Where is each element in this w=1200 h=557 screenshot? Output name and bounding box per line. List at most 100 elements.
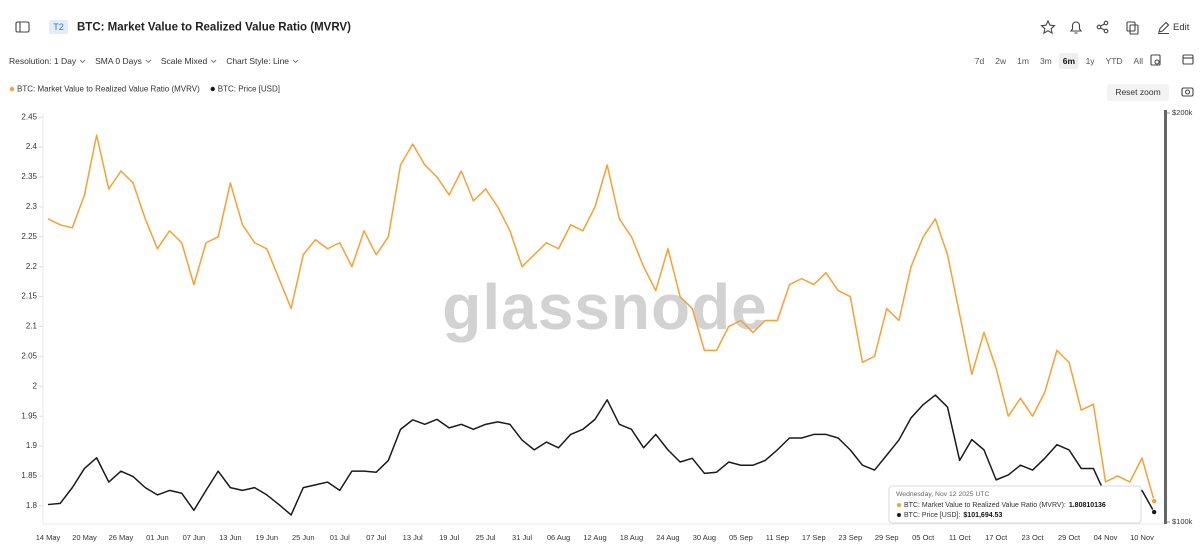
x-tick-label: 13 Jul [403, 533, 423, 542]
y-tick-label: 1.8 [26, 501, 38, 510]
range-button[interactable]: YTD [1106, 56, 1123, 66]
legend-dot [9, 86, 15, 92]
tooltip-dot [897, 513, 901, 517]
icon [1158, 21, 1170, 35]
range-button[interactable]: 7d [975, 56, 985, 66]
range-label: 1m [1017, 56, 1029, 66]
x-tick-label: 31 Jul [512, 533, 532, 542]
series-line [47, 394, 1155, 516]
tooltip-label: BTC: Market Value to Realized Value Rati… [904, 502, 1066, 509]
screenshot-button[interactable] [1181, 87, 1194, 97]
range-button[interactable]: All [1134, 56, 1144, 66]
range-label: 2w [995, 56, 1007, 66]
range-selected-bg [1058, 53, 1079, 69]
x-tick-label: 17 Sep [802, 533, 826, 542]
range-label: 6m [1063, 56, 1076, 66]
hover-point [1151, 509, 1158, 516]
favorite-button[interactable] [1040, 19, 1056, 35]
x-tick-label: 07 Jul [366, 533, 386, 542]
icon [1040, 19, 1056, 35]
y-tick-label: 2.1 [26, 322, 38, 331]
toolbar-option[interactable]: Scale Mixed [161, 56, 217, 66]
toolbar-option[interactable]: Chart Style: Line [226, 56, 299, 66]
icon [1181, 87, 1194, 97]
toolbar-option[interactable]: Resolution: 1 Day [9, 56, 86, 66]
range-button[interactable]: 3m [1040, 56, 1052, 66]
y-tick-label: 2.25 [21, 232, 37, 241]
reset-zoom-button[interactable]: Reset zoom [1107, 84, 1169, 101]
chevron [79, 59, 86, 64]
range-label: All [1134, 56, 1144, 66]
tooltip-title: Wednesday, Nov 12 2025 UTC [896, 491, 990, 498]
y2-tick-label: $100k [1172, 517, 1193, 526]
x-tick-label: 19 Jun [256, 533, 279, 542]
y-tick-label: 2.45 [21, 112, 37, 121]
x-tick-label: 01 Jun [146, 533, 169, 542]
button-label: Reset zoom [1115, 87, 1160, 97]
badge: T2 [53, 22, 64, 32]
x-tick-label: 12 Aug [583, 533, 606, 542]
edit-button[interactable]: Edit [1158, 21, 1190, 35]
y-tick-label: 2 [33, 381, 38, 390]
tooltip-value: $101,694.53 [963, 512, 1002, 519]
x-tick-label: 20 May [72, 533, 97, 542]
chevron [292, 59, 299, 64]
x-tick-label: 24 Aug [656, 533, 679, 542]
icon [1069, 21, 1083, 34]
hover-point [1151, 498, 1158, 505]
sidebar-toggle[interactable] [15, 21, 30, 33]
icon [1126, 21, 1136, 32]
toolbar-option[interactable]: SMA 0 Days [95, 56, 152, 66]
y-tick-label: 2.35 [21, 172, 37, 181]
x-tick-label: 11 Sep [766, 533, 789, 542]
x-tick-label: 26 May [109, 533, 134, 542]
copy-button[interactable] [1126, 21, 1139, 35]
y-tick-label: 2.2 [26, 262, 38, 271]
range-button[interactable]: 1m [1017, 56, 1029, 66]
calendar-button[interactable] [1182, 54, 1194, 65]
icon [1100, 23, 1105, 31]
option-label: SMA 0 Days [95, 56, 142, 66]
icon [1096, 24, 1102, 30]
chart-title: BTC: Market Value to Realized Value Rati… [77, 22, 351, 34]
x-tick-label: 04 Nov [1094, 533, 1118, 542]
legend-label: BTC: Price [USD] [218, 85, 280, 94]
x-tick-label: 17 Oct [985, 533, 1008, 542]
right-axis-bar [1164, 110, 1167, 524]
legend-item[interactable]: BTC: Price [USD] [210, 85, 280, 94]
x-tick-label: 05 Oct [912, 533, 935, 542]
x-tick-label: 11 Oct [949, 533, 971, 542]
share-button[interactable] [1096, 20, 1109, 34]
badge-bg [49, 20, 68, 34]
button-bg [1107, 84, 1169, 101]
range-button[interactable]: 1y [1086, 56, 1096, 66]
alert-button[interactable] [1069, 21, 1083, 34]
legend-item[interactable]: BTC: Market Value to Realized Value Rati… [9, 85, 200, 94]
y-tick-label: 1.9 [26, 441, 38, 450]
x-tick-label: 25 Jul [476, 533, 496, 542]
x-tick-label: 14 May [36, 533, 61, 542]
option-label: Scale Mixed [161, 56, 208, 66]
tooltip-label: BTC: Price [USD]: [904, 512, 960, 519]
x-tick-label: 23 Oct [1022, 533, 1045, 542]
x-tick-label: 13 Jun [219, 533, 242, 542]
range-label: 7d [975, 56, 985, 66]
range-picker[interactable] [1150, 54, 1161, 66]
y-tick-label: 1.95 [21, 411, 37, 420]
tooltip-dot [897, 503, 901, 507]
watermark: glassnode [442, 271, 768, 343]
tooltip-box [888, 485, 1142, 524]
range-button[interactable]: 2w [995, 56, 1007, 66]
x-tick-label: 25 Jun [292, 533, 315, 542]
x-tick-label: 29 Sep [875, 533, 899, 542]
x-tick-label: 29 Oct [1058, 533, 1081, 542]
y-tick-label: 1.85 [21, 471, 37, 480]
x-tick-label: 07 Jun [183, 533, 206, 542]
range-button[interactable]: 6m [1058, 53, 1079, 69]
x-tick-label: 06 Aug [547, 533, 570, 542]
option-label: Chart Style: Line [226, 56, 289, 66]
icon [1129, 24, 1139, 35]
y-tick-label: 2.15 [21, 292, 37, 301]
icon [15, 21, 30, 33]
